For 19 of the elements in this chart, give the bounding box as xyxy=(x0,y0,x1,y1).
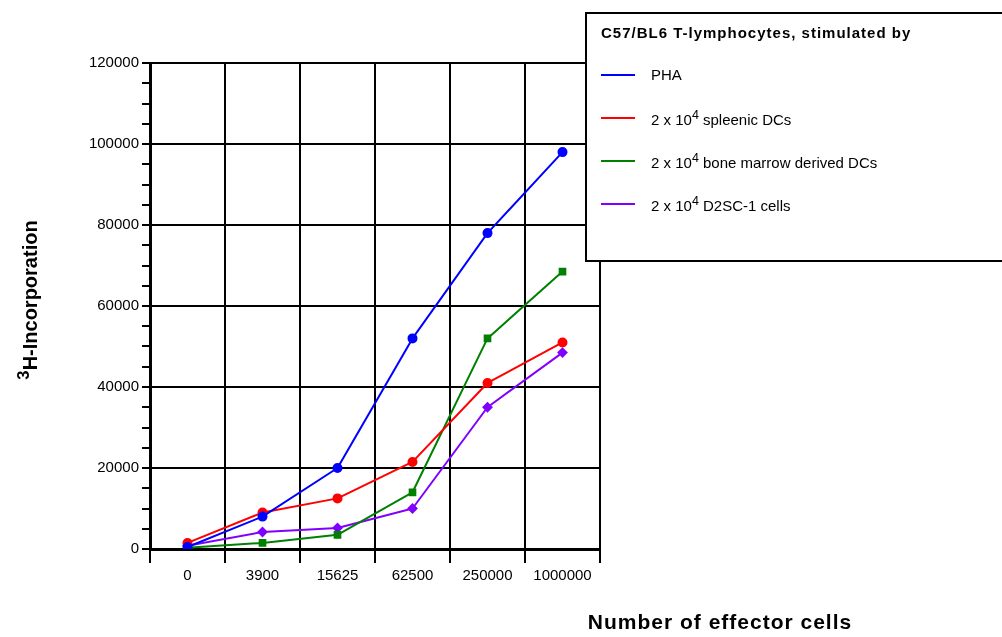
x-tick-label: 62500 xyxy=(391,566,434,584)
y-tick-label: 60000 xyxy=(97,296,139,314)
y-tick-label: 80000 xyxy=(97,215,139,233)
legend-label: 2 x 10$^{4}$ D2SC-1 cells xyxy=(651,193,791,214)
x-tick-label: 15625 xyxy=(316,566,359,584)
legend-label: PHA xyxy=(651,66,682,83)
y-tick-label: 40000 xyxy=(97,377,139,395)
y-tick-label: 120000 xyxy=(88,53,139,71)
x-tick-label: 0 xyxy=(183,566,192,584)
x-axis-title: Number of effector cells xyxy=(586,610,854,634)
legend-title: C57/BL6 T-lymphocytes, stimulated by xyxy=(601,23,913,43)
y-tick-label: 20000 xyxy=(97,458,139,476)
x-tick-label: 250000 xyxy=(462,566,513,584)
legend-label: 2 x 10$^{4}$ spleenic DCs xyxy=(651,107,792,128)
x-tick-label: 3900 xyxy=(245,566,280,584)
y-tick-label: 100000 xyxy=(88,134,139,152)
y-tick-label: 0 xyxy=(130,539,139,557)
legend-label: 2 x 10$^{4}$ bone marrow derived DCs xyxy=(651,150,878,171)
x-tick-label: 1000000 xyxy=(533,566,592,584)
